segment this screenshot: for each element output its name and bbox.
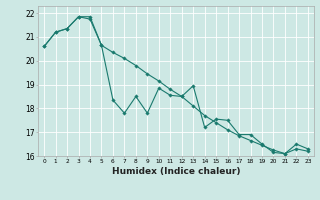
X-axis label: Humidex (Indice chaleur): Humidex (Indice chaleur): [112, 167, 240, 176]
